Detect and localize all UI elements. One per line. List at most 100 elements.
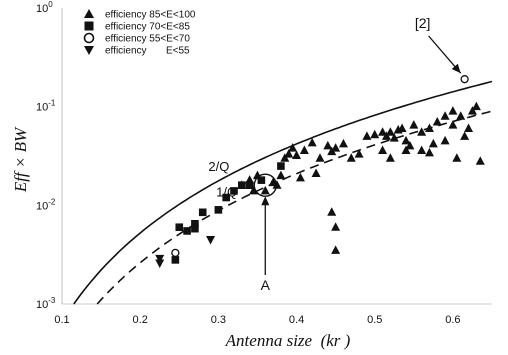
y-tick-label: 10-1 <box>36 99 56 114</box>
legend-label: efficiency 55<E<70 <box>105 34 190 45</box>
point-triangle-down <box>155 259 165 269</box>
point-triangle-up <box>424 123 434 133</box>
x-tick-labels: 0.1 0.2 0.3 0.4 0.5 0.6 <box>54 314 460 326</box>
x-tick-label: 0.5 <box>367 314 382 326</box>
point-triangle-up <box>460 131 470 140</box>
point-triangle-up <box>448 120 458 129</box>
annotation-label-ref: [2] <box>415 15 431 31</box>
point-triangle-up <box>401 135 411 145</box>
x-tick-label: 0.6 <box>445 314 460 326</box>
point-triangle-up <box>397 123 407 133</box>
point-triangle-up <box>428 138 438 148</box>
point-triangle-up <box>276 170 286 180</box>
point-triangle-up <box>272 180 282 189</box>
legend-marker-square <box>84 21 94 31</box>
point-triangle-up <box>471 101 481 111</box>
point-triangle-up <box>311 168 321 178</box>
point-triangle-up <box>299 145 309 154</box>
point-square <box>191 224 199 233</box>
legend-label: efficiency 70<E<85 <box>105 22 190 33</box>
point-square <box>183 227 191 235</box>
plot-frame <box>61 8 492 305</box>
point-triangle-up <box>417 145 427 154</box>
annotation-label-a: A <box>261 277 271 293</box>
point-square <box>175 223 184 232</box>
point-triangle-up <box>327 207 337 216</box>
point-triangle-up <box>475 156 485 165</box>
point-triangle-up <box>378 145 388 154</box>
point-square <box>198 208 207 217</box>
point-triangle-up <box>424 147 434 157</box>
point-square <box>277 162 285 170</box>
y-tick-labels: 100 10-1 10-2 10-3 <box>36 0 56 311</box>
point-triangle-up <box>346 153 356 162</box>
point-triangle-up <box>409 120 419 129</box>
point-square <box>191 219 199 228</box>
bound-curve-2-over-q <box>73 80 493 305</box>
point-triangle-down <box>206 236 216 245</box>
point-triangle-up <box>249 185 259 195</box>
point-square <box>238 181 246 189</box>
point-triangle-up <box>401 145 411 154</box>
point-square <box>257 176 266 184</box>
bound-curve-1-over-q <box>96 110 493 305</box>
point-triangle-up <box>295 172 305 182</box>
point-triangle-up <box>378 127 388 136</box>
point-triangle-up <box>315 153 325 162</box>
point-triangle-up <box>464 123 474 133</box>
y-tick-label: 10-3 <box>36 296 56 311</box>
point-triangle-up <box>440 111 450 120</box>
point-triangle-up <box>385 153 395 162</box>
annotation-arrowhead <box>261 196 270 206</box>
legend-label: efficiency 85<E<100 <box>105 10 196 21</box>
x-tick-label: 0.4 <box>289 314 304 326</box>
legend-label: efficiency E<55 <box>105 46 190 57</box>
point-triangle-up <box>389 133 399 142</box>
point-triangle-up <box>432 116 442 126</box>
point-triangle-up <box>288 143 298 152</box>
point-triangle-up <box>331 245 341 254</box>
x-axis-title: Antenna size (kr ) <box>225 331 351 350</box>
y-tick-label: 10-2 <box>36 197 56 212</box>
point-circle-open <box>460 75 469 84</box>
point-triangle-down <box>155 254 165 264</box>
point-triangle-up <box>385 127 395 136</box>
point-triangle-up <box>331 143 341 152</box>
x-tick-label: 0.1 <box>54 314 69 326</box>
data-points <box>155 75 485 269</box>
y-tick-label: 100 <box>36 0 53 15</box>
point-triangle-up <box>405 140 415 150</box>
point-triangle-up <box>370 129 380 139</box>
point-triangle-up <box>331 222 341 231</box>
y-axis-title: Eff × BW <box>11 126 30 193</box>
point-triangle-up <box>260 185 270 195</box>
annotations: A [2] <box>253 15 462 293</box>
legend-marker-triangle-down <box>84 46 94 55</box>
point-triangle-up <box>338 138 348 148</box>
point-square <box>230 187 238 195</box>
point-triangle-up <box>292 150 302 159</box>
point-triangle-up <box>284 149 294 158</box>
point-square <box>171 256 180 264</box>
point-triangle-up <box>456 111 466 120</box>
point-triangle-up <box>452 153 462 162</box>
point-triangle-up <box>467 106 477 115</box>
bound-curves: 2/Q1/Q <box>73 80 493 305</box>
point-triangle-up <box>448 106 458 115</box>
point-triangle-up <box>323 140 333 150</box>
point-triangle-up <box>362 131 372 140</box>
point-triangle-up <box>440 135 450 145</box>
point-circle-open <box>171 248 180 257</box>
legend-marker-circle-open <box>83 32 95 44</box>
point-square <box>222 193 230 202</box>
curve-label: 2/Q <box>208 159 229 174</box>
point-square <box>214 206 223 214</box>
x-tick-label: 0.3 <box>211 314 226 326</box>
point-triangle-up <box>354 149 364 158</box>
legend-marker-triangle-up <box>84 9 94 18</box>
annotation-arrowhead <box>451 63 461 74</box>
x-tick-label: 0.2 <box>133 314 148 326</box>
point-triangle-up <box>417 127 427 136</box>
